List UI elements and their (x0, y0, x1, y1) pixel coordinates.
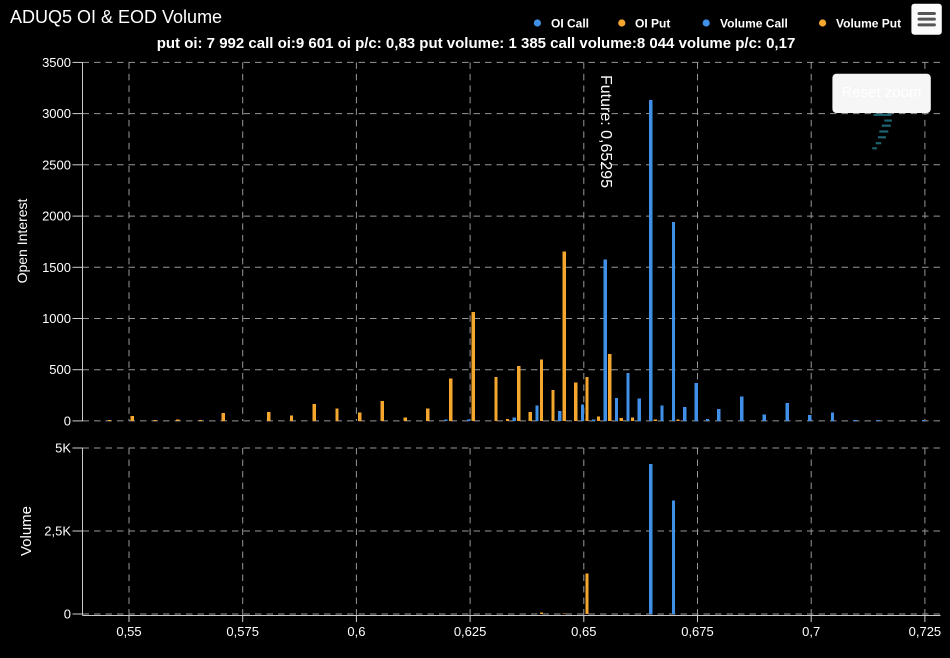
svg-text:3500: 3500 (42, 55, 71, 70)
svg-text:Volume Put: Volume Put (836, 17, 901, 31)
svg-text:0,7: 0,7 (802, 624, 820, 639)
svg-text:Reset zoom: Reset zoom (841, 84, 921, 101)
svg-text:3000: 3000 (42, 106, 71, 121)
svg-text:ADUQ5 OI & EOD Volume: ADUQ5 OI & EOD Volume (10, 7, 222, 27)
svg-text:OI Put: OI Put (635, 17, 670, 31)
svg-text:Volume: Volume (18, 506, 35, 556)
svg-text:0,575: 0,575 (226, 624, 259, 639)
svg-text:5K: 5K (55, 441, 71, 456)
svg-text:0,675: 0,675 (681, 624, 714, 639)
svg-text:0,65: 0,65 (571, 624, 596, 639)
svg-text:OI Call: OI Call (551, 17, 589, 31)
svg-text:2000: 2000 (42, 209, 71, 224)
svg-text:0: 0 (64, 413, 71, 428)
svg-text:1000: 1000 (42, 311, 71, 326)
svg-text:0,625: 0,625 (454, 624, 487, 639)
svg-text:0: 0 (64, 607, 71, 622)
svg-text:1500: 1500 (42, 260, 71, 275)
svg-text:0,6: 0,6 (347, 624, 365, 639)
svg-text:500: 500 (49, 362, 71, 377)
svg-text:0,725: 0,725 (909, 624, 942, 639)
svg-text:2500: 2500 (42, 157, 71, 172)
svg-text:0,55: 0,55 (116, 624, 141, 639)
svg-text:put oi: 7 992 call oi:9 601 oi: put oi: 7 992 call oi:9 601 oi p/c: 0,83… (157, 35, 796, 52)
svg-text:Open Interest: Open Interest (14, 198, 30, 283)
svg-text:Volume Call: Volume Call (720, 17, 788, 31)
svg-text:Future: 0,65295: Future: 0,65295 (597, 75, 614, 188)
svg-text:2,5K: 2,5K (44, 524, 71, 539)
